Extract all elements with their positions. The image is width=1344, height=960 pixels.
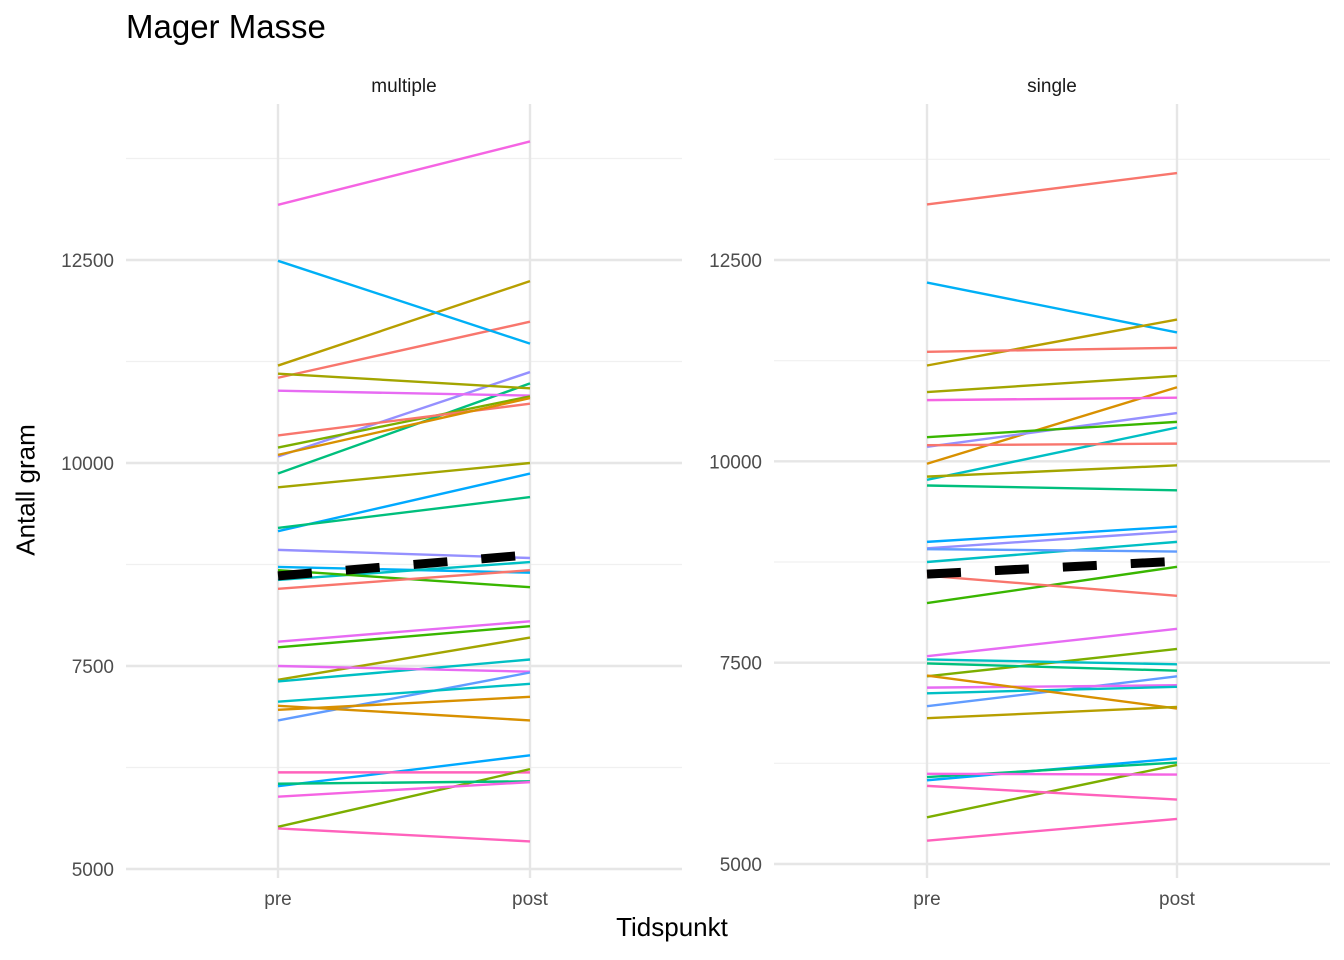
subject-line xyxy=(926,685,1178,695)
subject-line xyxy=(277,704,531,722)
subject-line xyxy=(926,658,1178,666)
subject-line xyxy=(926,442,1178,447)
subject-line xyxy=(277,568,531,591)
chart-title: Mager Masse xyxy=(126,8,326,45)
subject-line xyxy=(277,625,531,649)
subject-line xyxy=(926,525,1178,544)
subject-line xyxy=(277,372,531,390)
subject-line xyxy=(277,671,531,722)
subject-line xyxy=(277,664,531,673)
subject-line xyxy=(926,547,1178,553)
subject-line xyxy=(926,426,1178,482)
subject-line xyxy=(926,171,1178,206)
subject-line xyxy=(926,662,1178,672)
y-tick-label: 10000 xyxy=(709,452,762,473)
subject-line xyxy=(926,346,1178,354)
mean-line xyxy=(277,550,531,581)
subject-line xyxy=(277,682,531,703)
subject-line xyxy=(277,461,531,489)
subject-line xyxy=(926,772,1178,776)
subject-line xyxy=(926,396,1178,402)
subject-line xyxy=(277,395,531,449)
subject-line xyxy=(277,472,531,533)
x-tick-label: pre xyxy=(913,889,940,910)
y-tick-label: 10000 xyxy=(61,454,114,475)
subject-line xyxy=(926,705,1178,720)
subject-line xyxy=(277,396,531,457)
y-axis-label: Antall gram xyxy=(10,424,41,556)
subject-line xyxy=(277,767,531,828)
subject-line xyxy=(277,754,531,788)
x-tick-label: post xyxy=(1159,889,1196,910)
y-tick-label: 7500 xyxy=(720,654,762,675)
subject-line xyxy=(926,484,1178,492)
subject-line xyxy=(926,627,1178,658)
subject-line xyxy=(926,318,1178,367)
subject-line xyxy=(277,402,531,437)
mean-line xyxy=(926,556,1178,579)
x-tick-label: pre xyxy=(264,889,291,910)
subject-line xyxy=(277,658,531,683)
subject-line xyxy=(277,279,531,367)
y-tick-label: 7500 xyxy=(72,657,114,678)
subject-line xyxy=(277,259,531,345)
subject-line xyxy=(277,370,531,458)
x-axis-label: Tidspunkt xyxy=(616,912,728,942)
subject-line xyxy=(277,140,531,206)
subject-line xyxy=(277,495,531,530)
subject-line xyxy=(926,420,1178,439)
subject-line xyxy=(926,464,1178,478)
subject-line xyxy=(277,389,531,397)
subject-line xyxy=(926,817,1178,842)
subject-line xyxy=(926,281,1178,334)
subject-line xyxy=(926,784,1178,801)
subject-line xyxy=(277,780,531,798)
subject-line xyxy=(926,530,1178,550)
y-tick-label: 12500 xyxy=(61,251,114,272)
subject-line xyxy=(926,374,1178,394)
subject-line xyxy=(277,382,531,475)
subject-line xyxy=(277,636,531,681)
subject-line xyxy=(277,827,531,843)
y-tick-label: 5000 xyxy=(720,855,762,876)
subject-line xyxy=(926,684,1178,689)
y-tick-label: 12500 xyxy=(709,251,762,272)
facet-strip-label: single xyxy=(1027,76,1077,97)
x-tick-label: post xyxy=(512,889,549,910)
subject-line xyxy=(926,674,1178,710)
subject-line xyxy=(277,780,531,785)
subject-line xyxy=(926,540,1178,564)
subject-line xyxy=(277,560,531,582)
subject-line xyxy=(926,574,1178,598)
y-tick-label: 5000 xyxy=(72,860,114,881)
subject-line xyxy=(926,386,1178,465)
subject-line xyxy=(277,565,531,574)
facet-strip-label: multiple xyxy=(371,76,436,97)
subject-line xyxy=(277,620,531,643)
